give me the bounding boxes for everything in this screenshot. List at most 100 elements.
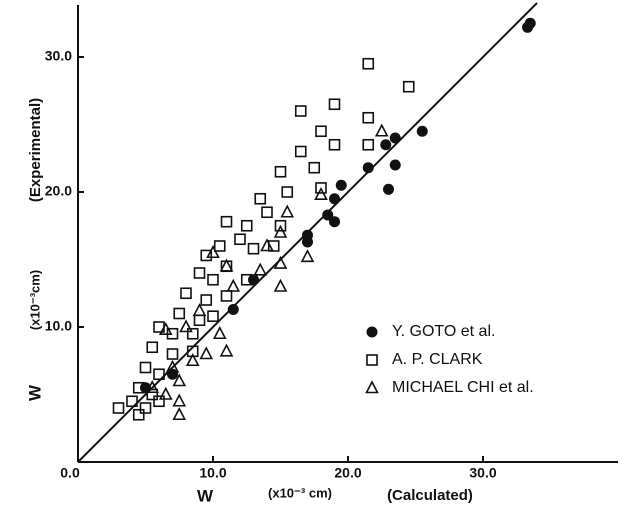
data-point <box>172 407 187 421</box>
data-point <box>308 161 321 174</box>
x-axis-label: (Calculated) <box>387 487 473 504</box>
data-point <box>139 361 152 374</box>
data-point <box>219 343 234 357</box>
data-point <box>273 278 288 292</box>
data-point <box>294 145 307 158</box>
x-tick-label: 30.0 <box>469 465 496 481</box>
data-point <box>362 162 374 174</box>
y-axis-label: (x10⁻³cm) <box>27 270 42 330</box>
data-point <box>380 139 392 151</box>
data-point <box>172 393 187 407</box>
data-point <box>247 242 260 255</box>
y-axis-label: (Experimental) <box>27 98 44 202</box>
data-point <box>200 294 213 306</box>
data-point <box>207 273 219 286</box>
data-point <box>199 346 214 360</box>
data-point <box>274 219 287 232</box>
x-tick-label: 10.0 <box>199 465 226 481</box>
data-point <box>362 57 375 70</box>
data-point <box>166 348 179 360</box>
data-point <box>281 186 294 198</box>
data-point <box>172 373 187 387</box>
data-point <box>186 327 199 340</box>
data-point <box>153 368 165 381</box>
data-point <box>383 183 394 195</box>
data-point <box>240 219 253 232</box>
data-point <box>274 165 287 178</box>
legend-label: Y. GOTO et al. <box>392 323 495 340</box>
x-axis-label: (x10⁻³ cm) <box>268 485 332 500</box>
data-point <box>315 182 327 194</box>
data-point <box>300 249 315 263</box>
data-point <box>328 138 341 151</box>
data-point <box>146 388 159 401</box>
data-point <box>253 262 268 276</box>
data-point <box>335 179 347 191</box>
data-point <box>206 245 220 259</box>
data-point <box>192 303 207 317</box>
data-point <box>227 303 239 315</box>
data-point <box>132 381 145 394</box>
data-point <box>260 238 274 252</box>
data-point <box>146 341 159 354</box>
data-point <box>273 255 288 269</box>
legend-symbol <box>366 354 378 366</box>
data-point <box>139 402 152 414</box>
data-point <box>220 215 233 228</box>
data-point <box>193 267 206 279</box>
data-point <box>329 193 340 205</box>
data-point <box>179 319 193 333</box>
data-point <box>322 209 334 221</box>
data-point <box>362 138 375 151</box>
data-point <box>126 395 138 408</box>
data-point <box>158 321 173 336</box>
data-point <box>226 278 241 292</box>
data-point <box>522 21 534 33</box>
data-point <box>112 402 125 414</box>
x-tick-label: 20.0 <box>334 465 361 481</box>
y-tick-label: 20.0 <box>45 183 72 199</box>
data-point <box>193 314 206 327</box>
legend-symbol <box>366 326 378 338</box>
y-axis-label: W <box>25 384 44 401</box>
data-point <box>165 359 180 373</box>
data-point <box>314 186 328 200</box>
data-point <box>145 380 160 394</box>
data-point <box>132 408 145 421</box>
data-point <box>220 290 233 302</box>
data-point <box>200 249 213 262</box>
data-point <box>153 395 165 408</box>
data-point <box>294 105 307 117</box>
data-point <box>261 206 273 219</box>
legend-label: A. P. CLARK <box>392 351 483 368</box>
data-point <box>180 287 192 300</box>
data-point <box>207 310 219 323</box>
data-point <box>213 240 226 252</box>
data-point <box>158 386 173 400</box>
data-point <box>328 98 341 111</box>
data-point <box>248 274 259 286</box>
legend-symbol <box>365 380 379 394</box>
data-point <box>185 353 200 367</box>
data-point <box>273 224 288 238</box>
x-axis-label: W <box>197 486 214 505</box>
data-point <box>280 204 295 218</box>
data-point <box>389 132 401 144</box>
data-point <box>173 307 186 320</box>
data-point <box>329 216 340 228</box>
data-point <box>219 258 234 272</box>
data-point <box>389 159 401 171</box>
y-tick-label: 10.0 <box>45 318 72 334</box>
x-tick-label: 0.0 <box>60 465 80 481</box>
data-point <box>315 125 327 138</box>
data-point <box>302 236 313 248</box>
data-point <box>254 192 267 205</box>
data-point <box>240 273 253 286</box>
data-point <box>267 240 280 252</box>
data-point <box>362 111 375 124</box>
data-point <box>416 125 428 137</box>
data-point <box>374 123 389 137</box>
y-tick-label: 30.0 <box>45 48 72 64</box>
data-point <box>402 80 415 93</box>
